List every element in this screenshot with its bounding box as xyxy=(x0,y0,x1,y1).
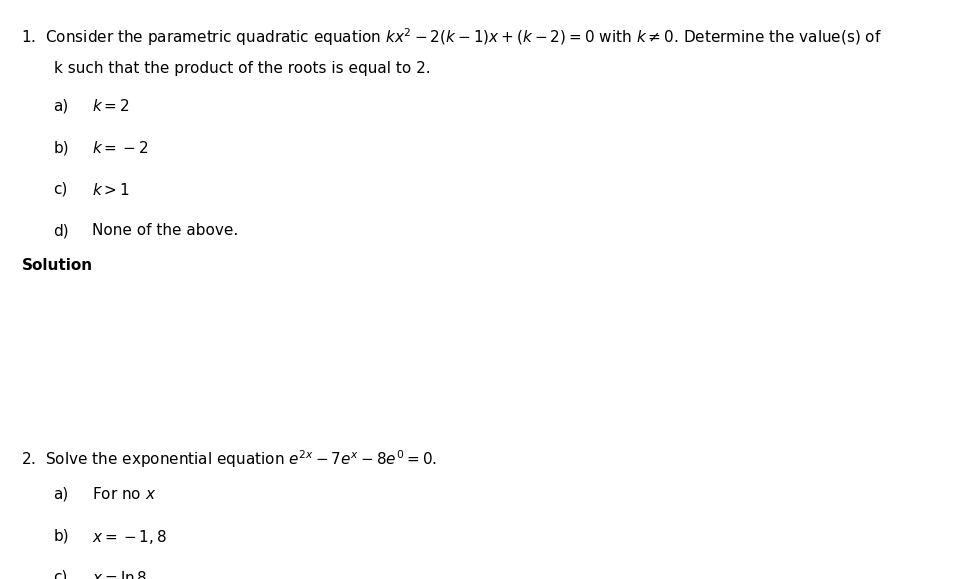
Text: d): d) xyxy=(54,223,69,239)
Text: k such that the product of the roots is equal to 2.: k such that the product of the roots is … xyxy=(54,61,430,76)
Text: $k = 2$: $k = 2$ xyxy=(92,98,130,115)
Text: $x = \ln 8$: $x = \ln 8$ xyxy=(92,570,148,579)
Text: $x = -1, 8$: $x = -1, 8$ xyxy=(92,528,167,546)
Text: $k = -2$: $k = -2$ xyxy=(92,140,149,156)
Text: Solution: Solution xyxy=(21,258,92,273)
Text: $k > 1$: $k > 1$ xyxy=(92,182,130,198)
Text: 1.  Consider the parametric quadratic equation $kx^2 - 2(k-1)x + (k-2) = 0$ with: 1. Consider the parametric quadratic equ… xyxy=(21,26,883,47)
Text: a): a) xyxy=(54,486,69,501)
Text: b): b) xyxy=(54,528,69,543)
Text: c): c) xyxy=(54,182,68,197)
Text: c): c) xyxy=(54,570,68,579)
Text: For no $x$: For no $x$ xyxy=(92,486,157,503)
Text: a): a) xyxy=(54,98,69,113)
Text: b): b) xyxy=(54,140,69,155)
Text: None of the above.: None of the above. xyxy=(92,223,238,239)
Text: 2.  Solve the exponential equation $e^{2x} - 7e^{x} - 8e^{0} = 0$.: 2. Solve the exponential equation $e^{2x… xyxy=(21,449,438,470)
